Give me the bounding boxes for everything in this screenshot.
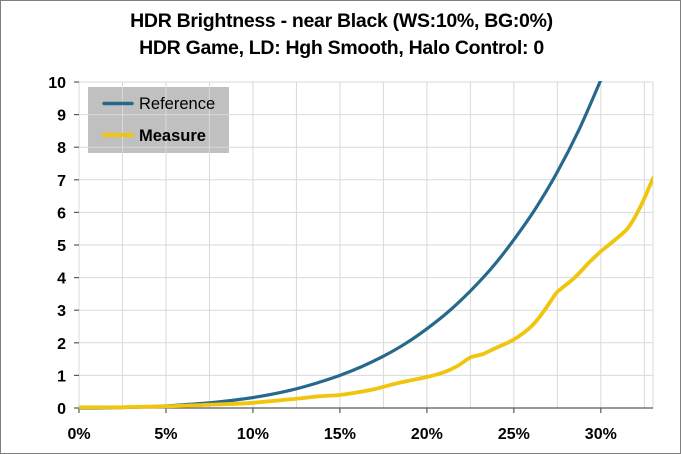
y-tick-label: 5	[57, 238, 66, 255]
y-tick-label: 2	[57, 336, 66, 353]
y-tick-label: 8	[57, 140, 66, 157]
legend-label-reference: Reference	[139, 95, 215, 113]
x-tick-label: 15%	[324, 426, 356, 443]
x-tick-label: 5%	[154, 426, 177, 443]
axis-tick-labels: 0% 5% 10% 15% 20% 25% 30% 0 1 2 3 4 5 6 7 8 9 10	[48, 75, 617, 443]
chart-title: HDR Brightness - near Black (WS:10%, BG:…	[130, 10, 553, 32]
y-tick-label: 1	[57, 368, 66, 385]
y-tick-label: 0	[57, 401, 66, 418]
y-tick-label: 4	[57, 271, 66, 288]
x-tick-label: 25%	[498, 426, 530, 443]
series-line-measure	[79, 176, 653, 410]
legend-background	[88, 87, 229, 153]
y-tick-label: 6	[57, 205, 66, 222]
y-tick-label: 3	[57, 303, 66, 320]
y-tick-label: 7	[57, 173, 66, 190]
x-tick-label: 30%	[585, 426, 617, 443]
axes	[74, 81, 654, 413]
title-block: HDR Brightness - near Black (WS:10%, BG:…	[1, 8, 680, 62]
x-tick-label: 20%	[411, 426, 443, 443]
legend: Reference Measure	[102, 95, 215, 145]
data-series	[79, 81, 653, 410]
x-tick-label: 0%	[67, 426, 90, 443]
legend-label-measure: Measure	[139, 127, 206, 145]
x-tick-label: 10%	[237, 426, 269, 443]
chart-subtitle: HDR Game, LD: Hgh Smooth, Halo Control: …	[139, 37, 544, 59]
y-tick-label: 10	[48, 75, 66, 92]
y-tick-label: 9	[57, 108, 66, 125]
